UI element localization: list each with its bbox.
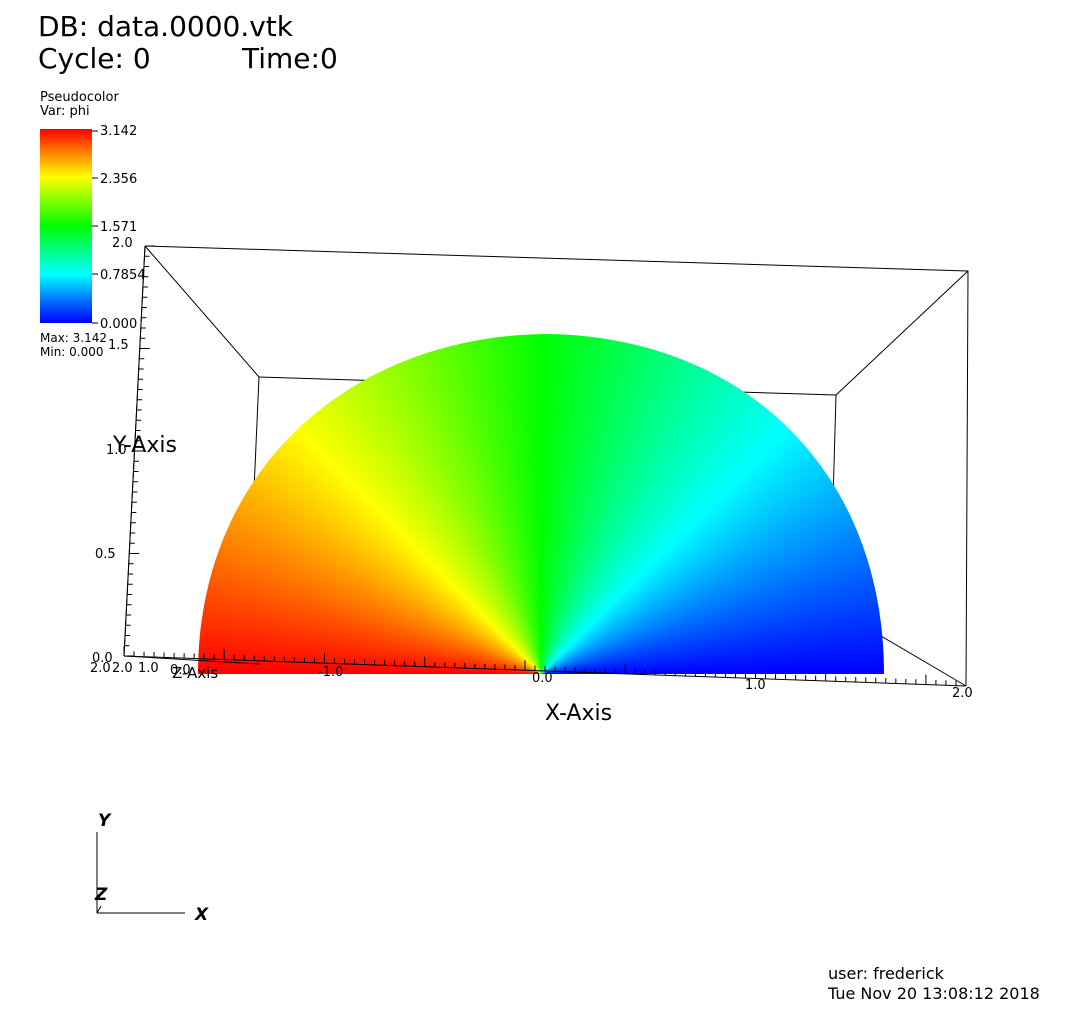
time-label: Time:0 xyxy=(242,42,338,75)
y-tick-label: 2.0 xyxy=(112,236,133,251)
triad-labels: Y X Z xyxy=(94,811,209,925)
x-tick-label: -1.0 xyxy=(318,665,343,680)
user-label: user: frederick xyxy=(828,964,944,983)
y-tick-label: 1.0 xyxy=(106,443,127,458)
x-axis-title: X-Axis xyxy=(545,701,612,726)
z-tick-label: 2.0 xyxy=(112,661,133,676)
legend-tick-label: 2.356 xyxy=(100,172,137,187)
x-tick-label: 1.0 xyxy=(745,678,766,693)
legend-tick-label: 0.000 xyxy=(100,317,137,332)
triad-x-label: X xyxy=(194,905,209,925)
orientation-triad xyxy=(96,832,185,914)
z-axis-title: Z-Axis xyxy=(172,664,218,682)
legend-ticks: 3.142 2.356 1.571 0.7854 0.000 xyxy=(92,124,146,332)
date-label: Tue Nov 20 13:08:12 2018 xyxy=(828,984,1040,1003)
axis-ticks xyxy=(123,245,967,686)
legend-colorbar xyxy=(40,129,92,323)
x-tick-label: 2.0 xyxy=(952,686,973,701)
z-tick-label: 0.0 xyxy=(170,663,191,678)
y-tick-label: 0.0 xyxy=(92,651,113,666)
legend-tick-label: 3.142 xyxy=(100,124,137,139)
axis-titles: Y-Axis X-Axis Z-Axis xyxy=(112,433,612,726)
tick-labels: -1.0 0.0 1.0 2.0 0.0 0.5 1.0 1.5 2.0 2.0… xyxy=(90,236,973,701)
triad-y-label: Y xyxy=(98,811,112,831)
x-tick-label: 0.0 xyxy=(532,671,553,686)
triad-z-axis xyxy=(96,905,102,914)
legend-tick-label: 1.571 xyxy=(100,220,137,235)
z-tick-label: 2.0 xyxy=(90,661,111,676)
y-axis-title: Y-Axis xyxy=(112,433,177,458)
database-title: DB: data.0000.vtk xyxy=(38,10,293,43)
y-tick-label: 1.5 xyxy=(108,338,129,353)
legend-plot-type: Pseudocolor xyxy=(40,90,119,105)
legend-min: Min: 0.000 xyxy=(40,345,104,359)
z-tick-label: 1.0 xyxy=(138,661,159,676)
legend-max: Max: 3.142 xyxy=(40,331,108,345)
y-tick-label: 0.5 xyxy=(95,547,116,562)
z-axis-line xyxy=(123,655,261,665)
legend-tick-label: 0.7854 xyxy=(100,268,146,283)
legend-variable: Var: phi xyxy=(40,104,90,119)
cycle-label: Cycle: 0 xyxy=(38,42,151,75)
triad-z-label: Z xyxy=(94,885,108,905)
